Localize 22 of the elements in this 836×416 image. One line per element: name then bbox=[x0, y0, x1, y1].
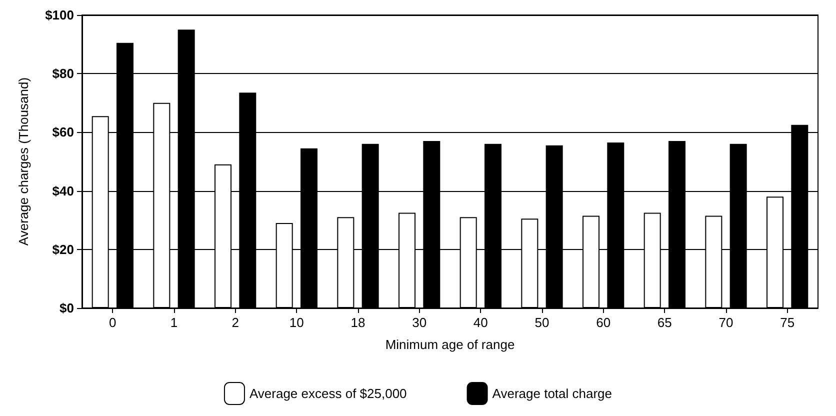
x-tick-label: 75 bbox=[780, 315, 795, 330]
x-tick-label: 65 bbox=[657, 315, 672, 330]
x-tick-label: 60 bbox=[596, 315, 611, 330]
x-tick-label: 18 bbox=[350, 315, 366, 330]
x-tick-label: 1 bbox=[170, 315, 178, 330]
legend-label: Average excess of $25,000 bbox=[249, 386, 407, 401]
x-axis-title: Minimum age of range bbox=[385, 337, 515, 352]
x-tick-label: 50 bbox=[534, 315, 550, 330]
y-tick-label: $80 bbox=[52, 66, 74, 82]
x-tick-label: 70 bbox=[718, 315, 734, 330]
x-tick-label: 10 bbox=[289, 315, 304, 330]
y-tick-label: $0 bbox=[60, 300, 74, 316]
x-tick-label: 40 bbox=[473, 315, 488, 330]
legend-label: Average total charge bbox=[492, 386, 612, 401]
y-axis-title: Average charges (Thousand) bbox=[16, 77, 31, 246]
y-tick-label: $60 bbox=[52, 124, 74, 140]
x-tick-label: 2 bbox=[232, 315, 239, 330]
y-tick-label: $40 bbox=[52, 183, 74, 198]
y-tick-label: $20 bbox=[52, 242, 74, 257]
x-tick-label: 0 bbox=[109, 315, 116, 330]
y-tick-label: $100 bbox=[45, 8, 74, 22]
x-tick-label: 30 bbox=[412, 315, 427, 330]
